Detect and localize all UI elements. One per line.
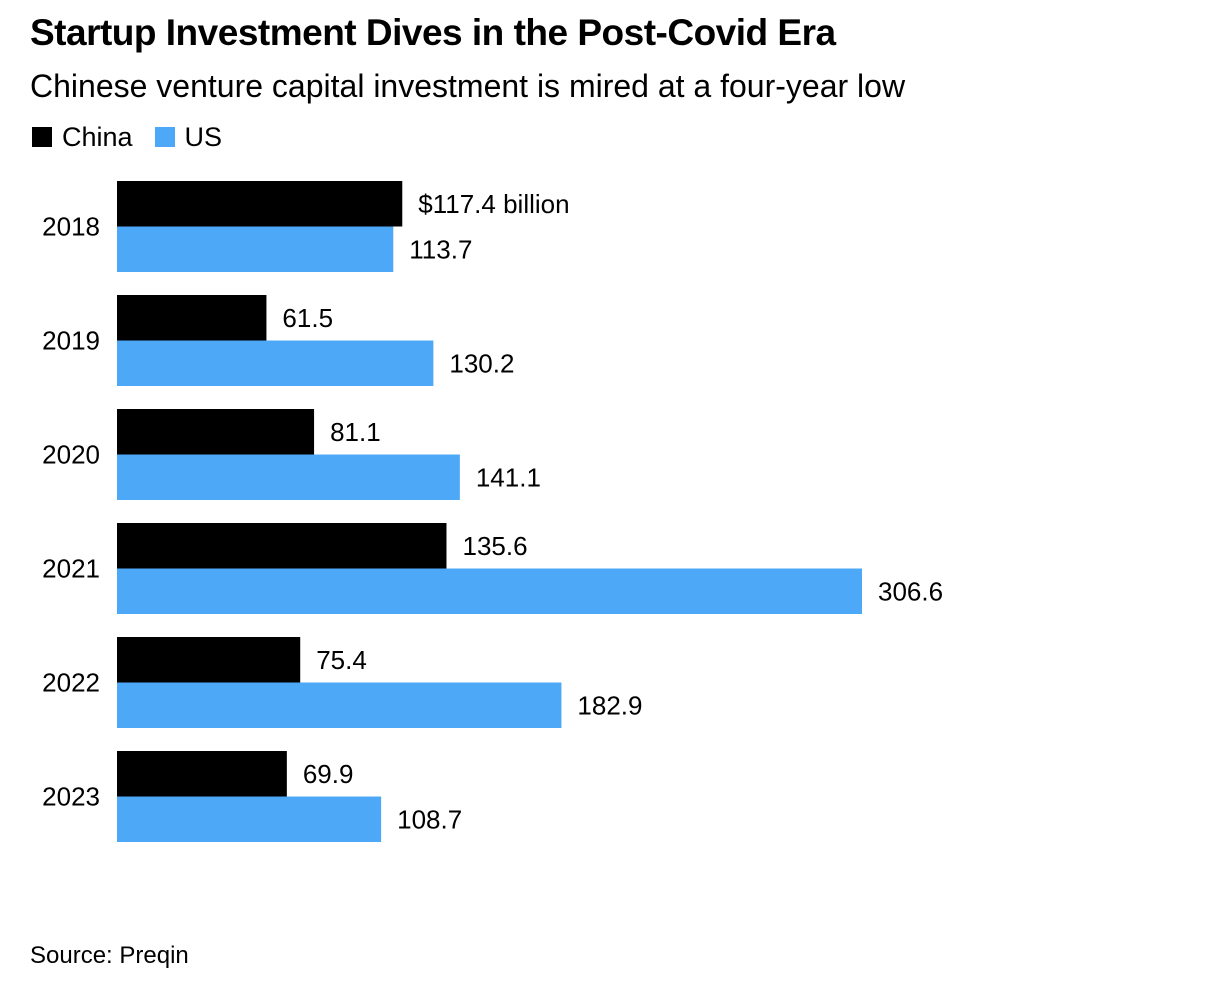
legend-swatch-us bbox=[154, 127, 175, 147]
value-label-china: 61.5 bbox=[282, 303, 333, 333]
bar-china-2023 bbox=[117, 751, 287, 797]
value-label-us: 130.2 bbox=[449, 348, 514, 378]
legend-label-us: US bbox=[184, 121, 223, 152]
legend-item-china: China bbox=[32, 122, 133, 153]
value-label-china: 81.1 bbox=[330, 417, 381, 447]
legend: China US bbox=[32, 120, 244, 154]
value-label-us: 113.7 bbox=[409, 234, 472, 264]
bar-china-2020 bbox=[117, 409, 315, 455]
value-label-china: $117.4 billion bbox=[418, 189, 569, 219]
bar-us-2022 bbox=[117, 682, 562, 728]
value-label-china: 135.6 bbox=[462, 531, 527, 561]
category-label: 2019 bbox=[42, 326, 100, 356]
legend-item-us: US bbox=[154, 121, 223, 153]
value-label-china: 69.9 bbox=[303, 759, 354, 789]
legend-label-china: China bbox=[62, 121, 133, 152]
value-label-us: 306.6 bbox=[878, 576, 943, 606]
category-label: 2018 bbox=[42, 212, 100, 242]
bar-group-2023: 2023 69.9 108.7 bbox=[42, 751, 462, 842]
value-label-china: 75.4 bbox=[316, 645, 367, 675]
bar-group-2021: 2021 135.6 306.6 bbox=[42, 523, 943, 614]
bar-group-2020: 2020 81.1 141.1 bbox=[42, 409, 541, 500]
bar-group-2022: 2022 75.4 182.9 bbox=[42, 637, 643, 728]
bar-china-2019 bbox=[117, 295, 267, 341]
bar-group-2019: 2019 61.5 130.2 bbox=[42, 295, 514, 386]
category-label: 2022 bbox=[42, 668, 100, 698]
bar-us-2018 bbox=[117, 226, 394, 272]
value-label-us: 141.1 bbox=[476, 462, 541, 492]
bar-china-2018 bbox=[117, 181, 403, 227]
bar-chart: 2018 $117.4 billion 113.7 2019 61.5 130.2 2020… bbox=[42, 181, 943, 842]
bar-us-2020 bbox=[117, 454, 460, 500]
category-label: 2020 bbox=[42, 440, 100, 470]
bar-us-2023 bbox=[117, 796, 382, 842]
bar-group-2018: 2018 $117.4 billion 113.7 bbox=[42, 181, 570, 272]
chart-subtitle: Chinese venture capital investment is mi… bbox=[30, 68, 906, 104]
bar-us-2021 bbox=[117, 568, 862, 614]
bar-china-2021 bbox=[117, 523, 447, 569]
bar-china-2022 bbox=[117, 637, 301, 683]
value-label-us: 108.7 bbox=[397, 804, 462, 834]
bar-us-2019 bbox=[117, 340, 434, 386]
category-label: 2023 bbox=[42, 782, 100, 812]
category-label: 2021 bbox=[42, 554, 100, 584]
source-note: Source: Preqin bbox=[30, 942, 189, 969]
legend-swatch-china bbox=[32, 127, 52, 147]
value-label-us: 182.9 bbox=[577, 690, 642, 720]
chart-title: Startup Investment Dives in the Post-Cov… bbox=[30, 12, 836, 53]
